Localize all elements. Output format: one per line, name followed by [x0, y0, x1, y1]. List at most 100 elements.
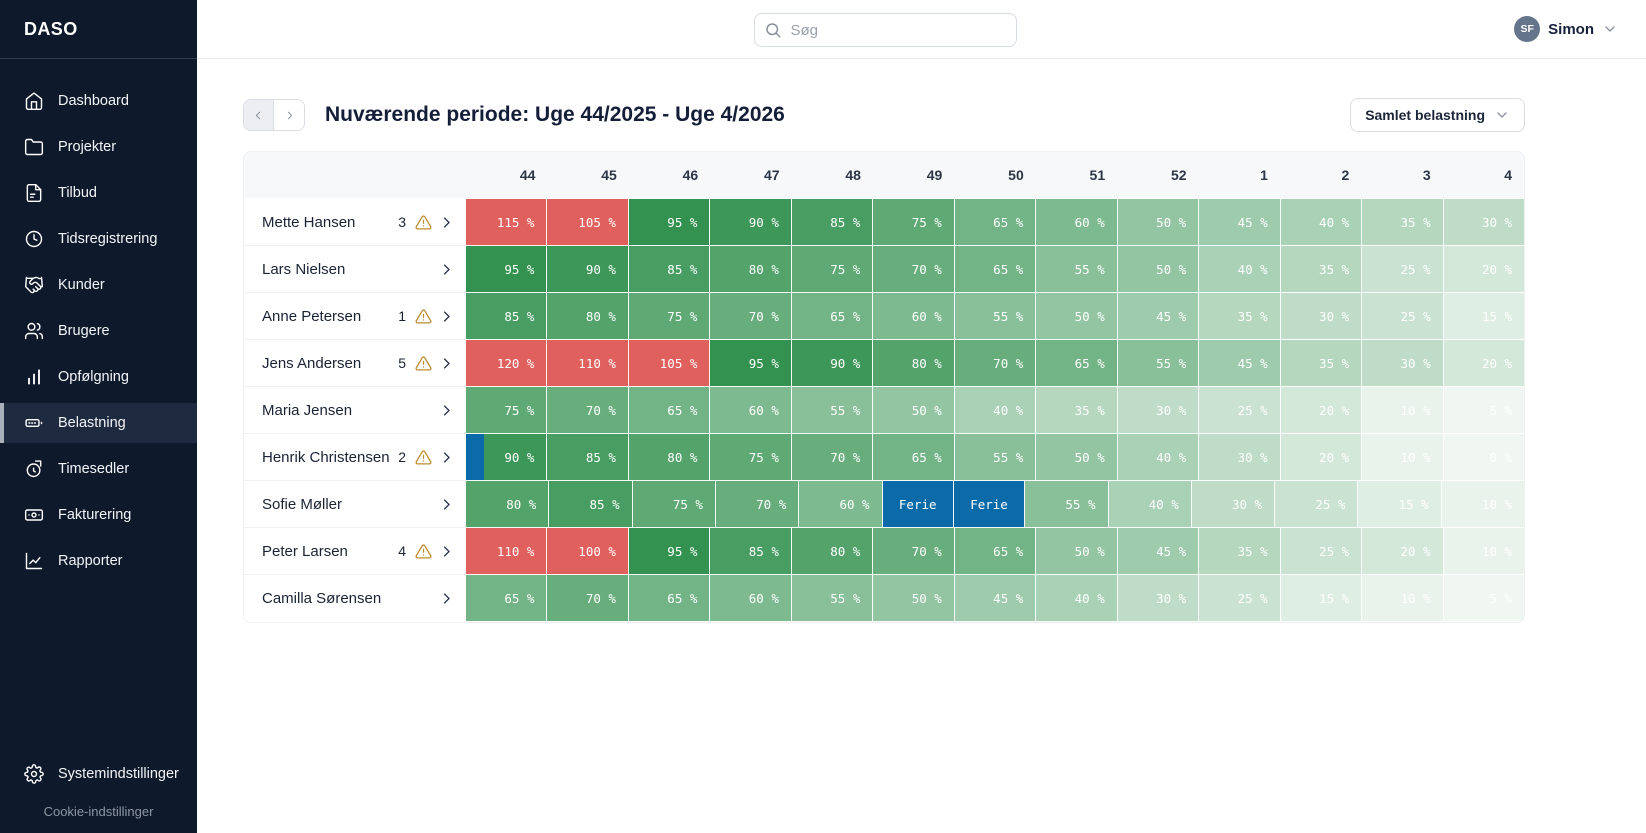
- load-cell[interactable]: 85 %: [466, 293, 548, 340]
- chevron-right-icon[interactable]: [439, 591, 454, 606]
- load-cell[interactable]: 105 %: [547, 199, 629, 246]
- employee-cell[interactable]: Henrik Christensen 2: [244, 434, 466, 481]
- load-cell[interactable]: 65 %: [466, 575, 548, 622]
- load-cell[interactable]: 45 %: [1199, 199, 1281, 246]
- load-cell[interactable]: 80 %: [873, 340, 955, 387]
- load-cell[interactable]: 20 %: [1362, 528, 1444, 575]
- load-cell[interactable]: 65 %: [628, 387, 711, 434]
- load-cell[interactable]: 50 %: [1117, 199, 1200, 246]
- load-cell[interactable]: 5 %: [1443, 575, 1524, 622]
- load-cell[interactable]: 75 %: [873, 199, 955, 246]
- load-cell[interactable]: 65 %: [873, 434, 955, 481]
- load-cell[interactable]: 85 %: [628, 246, 711, 293]
- chevron-right-icon[interactable]: [439, 309, 454, 324]
- load-cell[interactable]: 35 %: [1280, 340, 1363, 387]
- load-cell[interactable]: 50 %: [1036, 293, 1118, 340]
- employee-cell[interactable]: Mette Hansen 3: [244, 199, 466, 246]
- employee-cell[interactable]: Sofie Møller: [244, 481, 466, 528]
- load-cell[interactable]: 65 %: [791, 293, 874, 340]
- vacation-cell[interactable]: Ferie: [953, 481, 1026, 528]
- load-cell[interactable]: 0 %: [1443, 434, 1524, 481]
- load-cell[interactable]: 70 %: [547, 575, 629, 622]
- sidebar-item-timesedler[interactable]: Timesedler: [0, 449, 197, 489]
- load-cell[interactable]: 60 %: [710, 575, 792, 622]
- load-cell[interactable]: 60 %: [873, 293, 955, 340]
- employee-cell[interactable]: Lars Nielsen: [244, 246, 466, 293]
- load-cell[interactable]: 95 %: [466, 246, 548, 293]
- employee-cell[interactable]: Jens Andersen 5: [244, 340, 466, 387]
- load-cell[interactable]: 35 %: [1280, 246, 1363, 293]
- load-cell[interactable]: 20 %: [1280, 434, 1363, 481]
- chevron-right-icon[interactable]: [439, 450, 454, 465]
- chevron-right-icon[interactable]: [439, 262, 454, 277]
- load-cell[interactable]: 95 %: [710, 340, 792, 387]
- sidebar-item-rapporter[interactable]: Rapporter: [0, 541, 197, 581]
- next-period-button[interactable]: [274, 100, 304, 130]
- sidebar-item-dashboard[interactable]: Dashboard: [0, 81, 197, 121]
- load-cell[interactable]: 50 %: [1036, 434, 1118, 481]
- load-cell[interactable]: 65 %: [954, 246, 1037, 293]
- load-cell[interactable]: 75 %: [632, 481, 716, 528]
- load-cell[interactable]: 95 %: [628, 199, 711, 246]
- sidebar-item-kunder[interactable]: Kunder: [0, 265, 197, 305]
- sidebar-item-systemindstillinger[interactable]: Systemindstillinger: [0, 754, 197, 794]
- load-cell[interactable]: 25 %: [1275, 481, 1359, 528]
- chevron-right-icon[interactable]: [439, 215, 454, 230]
- load-cell[interactable]: 15 %: [1358, 481, 1442, 528]
- load-cell[interactable]: 55 %: [954, 293, 1037, 340]
- sidebar-item-brugere[interactable]: Brugere: [0, 311, 197, 351]
- load-cell[interactable]: 45 %: [1199, 340, 1281, 387]
- load-cell[interactable]: 75 %: [466, 387, 548, 434]
- load-cell[interactable]: 35 %: [1362, 199, 1444, 246]
- load-cell[interactable]: 30 %: [1443, 199, 1524, 246]
- load-cell[interactable]: 80 %: [547, 293, 629, 340]
- load-cell[interactable]: 55 %: [1117, 340, 1200, 387]
- load-cell[interactable]: 30 %: [1199, 434, 1281, 481]
- load-cell[interactable]: 85 %: [791, 199, 874, 246]
- user-menu[interactable]: SF Simon: [1514, 16, 1646, 42]
- load-cell[interactable]: 65 %: [954, 528, 1037, 575]
- load-cell[interactable]: 20 %: [1443, 340, 1524, 387]
- load-cell[interactable]: 55 %: [1025, 481, 1109, 528]
- load-cell[interactable]: 10 %: [1362, 434, 1444, 481]
- load-cell[interactable]: 40 %: [1199, 246, 1281, 293]
- load-cell[interactable]: 85 %: [547, 434, 629, 481]
- search-input[interactable]: [753, 13, 1017, 47]
- load-cell[interactable]: 65 %: [954, 199, 1037, 246]
- chevron-right-icon[interactable]: [439, 403, 454, 418]
- sidebar-item-belastning[interactable]: Belastning: [0, 403, 197, 443]
- load-cell[interactable]: 60 %: [710, 387, 792, 434]
- load-cell[interactable]: 60 %: [1036, 199, 1118, 246]
- load-cell[interactable]: 20 %: [1443, 246, 1524, 293]
- load-cell[interactable]: 30 %: [1191, 481, 1276, 528]
- sidebar-item-projekter[interactable]: Projekter: [0, 127, 197, 167]
- load-cell[interactable]: 80 %: [791, 528, 874, 575]
- chevron-right-icon[interactable]: [439, 497, 454, 512]
- load-cell[interactable]: 100 %: [547, 528, 629, 575]
- load-cell[interactable]: 55 %: [1036, 246, 1118, 293]
- load-cell[interactable]: 40 %: [1280, 199, 1363, 246]
- load-cell[interactable]: 95 %: [628, 528, 711, 575]
- load-cell[interactable]: 50 %: [873, 575, 955, 622]
- sidebar-item-tilbud[interactable]: Tilbud: [0, 173, 197, 213]
- load-cell[interactable]: 25 %: [1362, 293, 1444, 340]
- load-cell[interactable]: 50 %: [1036, 528, 1118, 575]
- chevron-right-icon[interactable]: [439, 356, 454, 371]
- load-cell[interactable]: 50 %: [873, 387, 955, 434]
- load-cell[interactable]: 70 %: [547, 387, 629, 434]
- load-cell[interactable]: 110 %: [466, 528, 548, 575]
- load-cell[interactable]: 25 %: [1280, 528, 1363, 575]
- load-cell[interactable]: 85 %: [710, 528, 792, 575]
- load-cell[interactable]: 75 %: [628, 293, 711, 340]
- load-cell[interactable]: 10 %: [1362, 575, 1444, 622]
- view-selector-dropdown[interactable]: Samlet belastning: [1350, 98, 1525, 132]
- load-cell[interactable]: 65 %: [1036, 340, 1118, 387]
- load-cell[interactable]: 55 %: [791, 575, 874, 622]
- sidebar-item-fakturering[interactable]: Fakturering: [0, 495, 197, 535]
- load-cell[interactable]: 55 %: [954, 434, 1037, 481]
- load-cell[interactable]: 85 %: [549, 481, 633, 528]
- load-cell[interactable]: 105 %: [628, 340, 711, 387]
- load-cell[interactable]: 40 %: [954, 387, 1037, 434]
- load-cell[interactable]: 40 %: [1036, 575, 1118, 622]
- sidebar-item-tidsregistrering[interactable]: Tidsregistrering: [0, 219, 197, 259]
